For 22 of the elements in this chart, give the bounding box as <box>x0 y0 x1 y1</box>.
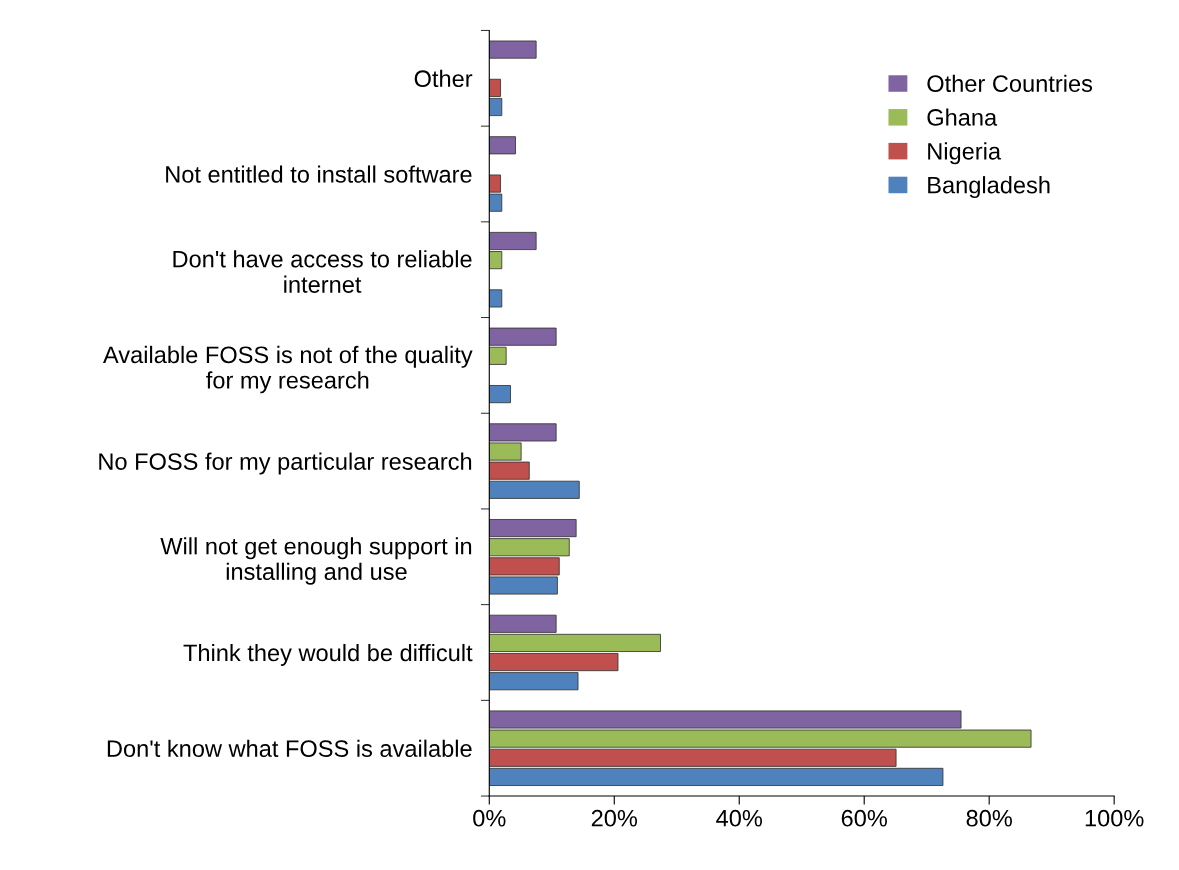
y-tick-label: Available FOSS is not of the quality for my research <box>103 345 473 394</box>
bar <box>489 136 516 155</box>
bar <box>489 289 503 308</box>
bar <box>489 40 537 59</box>
y-tick-label: Don't know what FOSS is available <box>107 739 472 757</box>
y-tick-label: Not entitled to install software <box>166 165 472 183</box>
y-tick-label: Will not get enough support in installing and use <box>160 537 472 585</box>
y-tick-label: Don't have access to reliable internet <box>173 250 472 293</box>
bar <box>489 385 511 404</box>
x-tick-label: 100% <box>1085 809 1144 827</box>
x-tick-label: 60% <box>841 809 887 827</box>
y-tick-label: No FOSS for my particular research <box>99 452 472 475</box>
x-tick-label: 0% <box>473 809 506 827</box>
legend-label: Nigeria <box>928 142 1002 165</box>
legend-label: Other Countries <box>927 74 1093 93</box>
y-tick-label: Think they would be difficult <box>183 643 473 666</box>
x-tick-label: 80% <box>966 809 1012 827</box>
legend-label: Ghana <box>927 108 998 126</box>
x-tick-label: 20% <box>591 809 638 827</box>
x-tick-label: 40% <box>716 809 763 827</box>
legend-label: Bangladesh <box>928 176 1050 199</box>
y-tick-label: Other <box>414 69 473 88</box>
